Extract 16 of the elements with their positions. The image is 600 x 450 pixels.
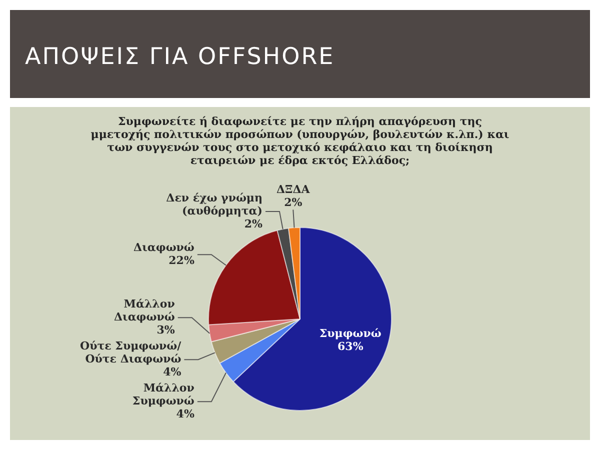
slice-label: Δεν έχω γνώμη (αυθόρμητα) [166, 191, 262, 218]
chart-subtitle: Συμφωνείτε ή διαφωνείτε με την πλήρη απαγόρευση της μμετοχής πολιτικών προσώπων (υπουργών, βουλευτών κ.λπ.) και των συγγενών τους στο μετοχικό κεφάλαιο και τη διοίκηση εταιρειών με έδρα εκτός Ελλάδος; [90, 115, 510, 167]
data-label: 3% [156, 323, 176, 336]
data-label: 2% [244, 217, 264, 230]
slice-label: ΔΞΔΑ [276, 183, 310, 196]
data-label: 4% [163, 365, 182, 378]
chart-title: ΑΠΟΨΕΙΣ ΓΙΑ OFFSHORE [25, 43, 335, 71]
slice-label: Ούτε Συμφωνώ/ Ούτε Διαφωνώ [80, 339, 182, 366]
data-label: 2% [284, 196, 303, 210]
data-label: 4% [176, 407, 195, 420]
slice-label: Μάλλον Συμφωνώ [132, 381, 195, 408]
slice-label: Μάλλον Διαφωνώ [114, 297, 176, 324]
data-label: 63% [338, 340, 364, 354]
slice-label: Συμφωνώ [319, 327, 382, 340]
slice-label: Διαφωνώ [134, 240, 195, 254]
data-label: 22% [168, 254, 195, 267]
